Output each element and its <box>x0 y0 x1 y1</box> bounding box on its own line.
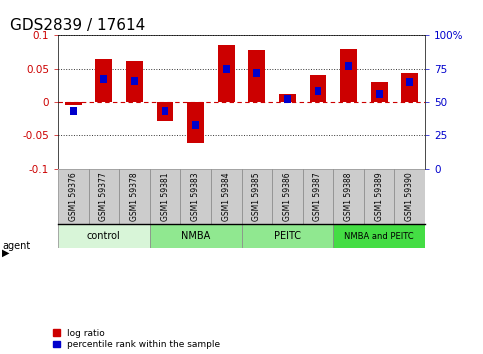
Text: NMBA: NMBA <box>181 231 210 241</box>
Bar <box>150 169 180 224</box>
Bar <box>376 90 383 98</box>
Text: GSM1 59390: GSM1 59390 <box>405 172 414 221</box>
Bar <box>406 78 413 86</box>
Text: NMBA and PEITC: NMBA and PEITC <box>344 232 414 240</box>
Bar <box>242 224 333 248</box>
Bar <box>279 94 296 102</box>
Text: GSM1 59376: GSM1 59376 <box>69 172 78 221</box>
Bar <box>192 121 199 129</box>
Bar <box>100 75 107 84</box>
Bar <box>223 65 229 73</box>
Bar <box>70 107 77 115</box>
Text: GSM1 59381: GSM1 59381 <box>160 172 170 221</box>
Bar <box>180 169 211 224</box>
Bar <box>131 77 138 85</box>
Bar <box>248 50 265 102</box>
Bar <box>272 169 303 224</box>
Bar <box>364 169 395 224</box>
Text: GSM1 59385: GSM1 59385 <box>252 172 261 221</box>
Bar <box>96 59 112 102</box>
Bar <box>58 169 88 224</box>
Text: GSM1 59384: GSM1 59384 <box>222 172 231 221</box>
Bar <box>395 169 425 224</box>
Bar <box>401 73 418 102</box>
Bar <box>156 102 173 121</box>
Bar <box>254 69 260 77</box>
Legend: log ratio, percentile rank within the sample: log ratio, percentile rank within the sa… <box>53 329 220 349</box>
Bar <box>340 49 357 102</box>
Text: GSM1 59388: GSM1 59388 <box>344 172 353 221</box>
Bar <box>284 95 291 103</box>
Text: GSM1 59378: GSM1 59378 <box>130 172 139 221</box>
Text: control: control <box>87 231 121 241</box>
Bar <box>58 224 150 248</box>
Bar <box>187 102 204 143</box>
Text: agent: agent <box>2 241 30 251</box>
Bar <box>162 107 169 115</box>
Bar <box>314 87 321 95</box>
Bar <box>126 61 143 102</box>
Bar <box>310 75 327 102</box>
Bar <box>333 224 425 248</box>
Text: GSM1 59377: GSM1 59377 <box>99 172 108 221</box>
Text: GSM1 59387: GSM1 59387 <box>313 172 323 221</box>
Text: GSM1 59389: GSM1 59389 <box>375 172 384 221</box>
Text: GDS2839 / 17614: GDS2839 / 17614 <box>10 18 145 33</box>
Bar <box>218 45 235 102</box>
Bar <box>242 169 272 224</box>
Bar <box>211 169 242 224</box>
Text: GSM1 59386: GSM1 59386 <box>283 172 292 221</box>
Bar <box>150 224 242 248</box>
Bar <box>65 102 82 105</box>
Bar <box>371 82 387 102</box>
Bar <box>333 169 364 224</box>
Bar <box>345 62 352 70</box>
Bar <box>303 169 333 224</box>
Bar <box>88 169 119 224</box>
Bar <box>119 169 150 224</box>
Text: ▶: ▶ <box>2 248 10 258</box>
Text: GSM1 59383: GSM1 59383 <box>191 172 200 221</box>
Text: PEITC: PEITC <box>274 231 301 241</box>
